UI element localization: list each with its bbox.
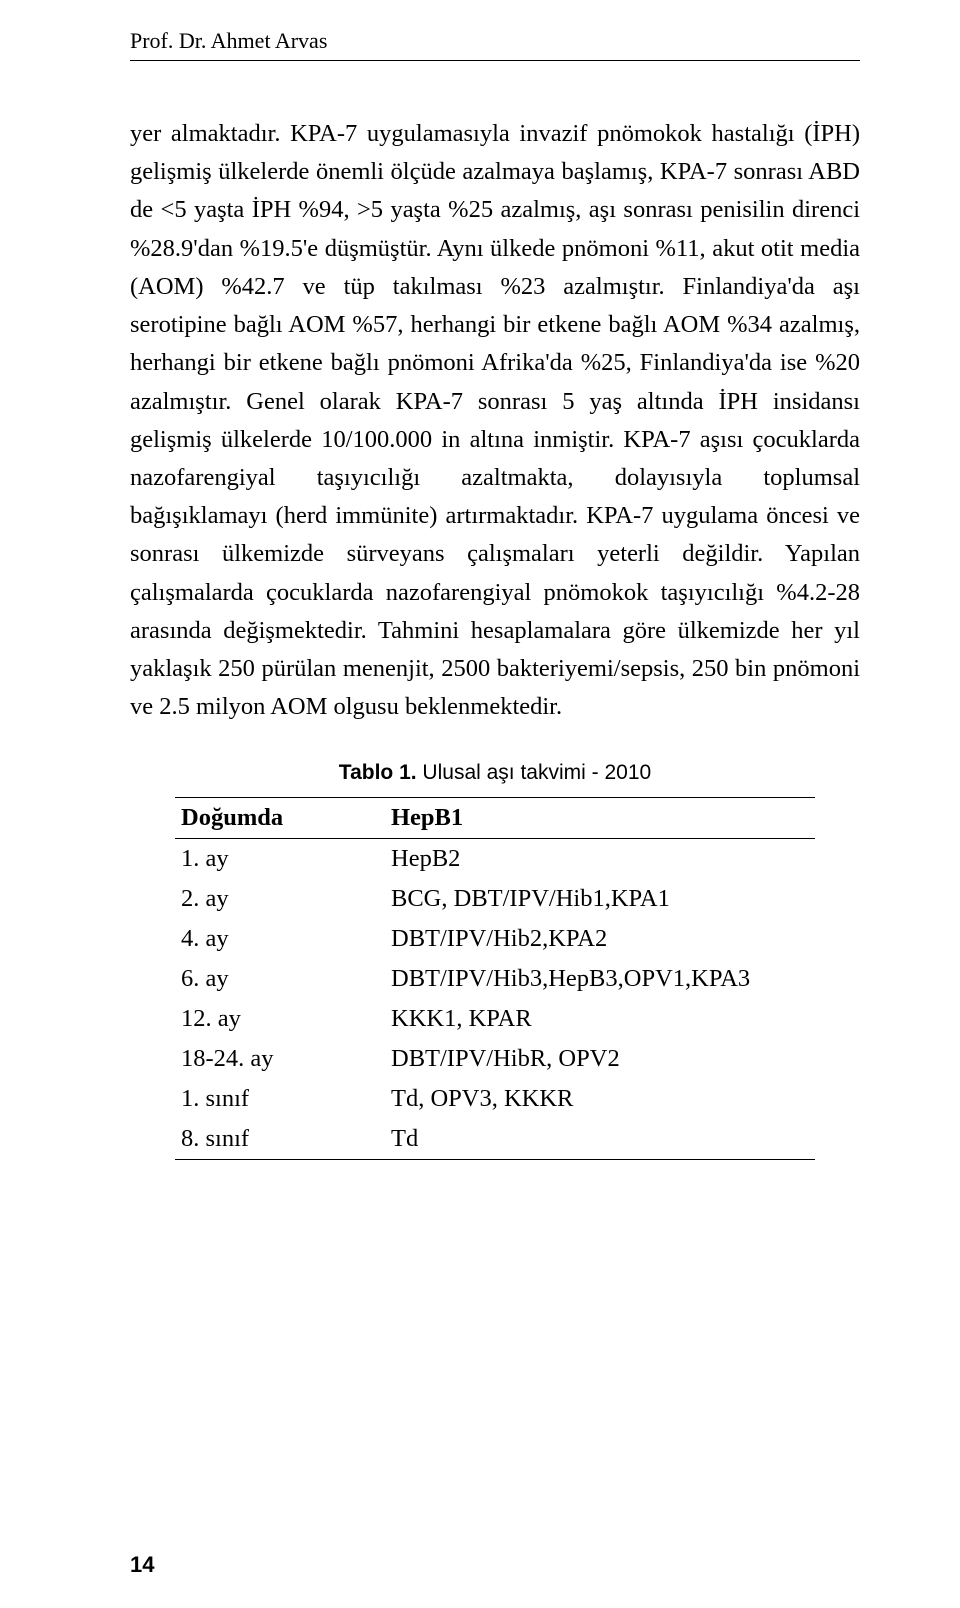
table-caption-text: Ulusal aşı takvimi - 2010: [417, 761, 652, 784]
table-cell-vaccine: DBT/IPV/HibR, OPV2: [385, 1039, 815, 1079]
table-caption-label: Tablo 1.: [339, 761, 417, 784]
table-cell-time: 1. ay: [175, 838, 385, 879]
table-row: 4. ayDBT/IPV/Hib2,KPA2: [175, 919, 815, 959]
body-paragraph: yer almaktadır. KPA-7 uygulamasıyla inva…: [130, 115, 860, 727]
table-cell-vaccine: DBT/IPV/Hib3,HepB3,OPV1,KPA3: [385, 959, 815, 999]
table-row: 2. ayBCG, DBT/IPV/Hib1,KPA1: [175, 879, 815, 919]
table-row: 12. ayKKK1, KPAR: [175, 999, 815, 1039]
table-header-col1: Doğumda: [175, 797, 385, 838]
page-number: 14: [130, 1552, 154, 1578]
table-cell-time: 1. sınıf: [175, 1079, 385, 1119]
table-row: 18-24. ayDBT/IPV/HibR, OPV2: [175, 1039, 815, 1079]
table-cell-vaccine: DBT/IPV/Hib2,KPA2: [385, 919, 815, 959]
table-wrap: Tablo 1. Ulusal aşı takvimi - 2010 Doğum…: [130, 761, 860, 1160]
table-cell-vaccine: Td: [385, 1119, 815, 1160]
table-cell-time: 6. ay: [175, 959, 385, 999]
table-cell-time: 12. ay: [175, 999, 385, 1039]
table-cell-vaccine: KKK1, KPAR: [385, 999, 815, 1039]
table-row: 1. ayHepB2: [175, 838, 815, 879]
table-cell-time: 18-24. ay: [175, 1039, 385, 1079]
table-row: 6. ayDBT/IPV/Hib3,HepB3,OPV1,KPA3: [175, 959, 815, 999]
vaccine-table-body: 1. ayHepB22. ayBCG, DBT/IPV/Hib1,KPA14. …: [175, 838, 815, 1159]
table-row: 8. sınıfTd: [175, 1119, 815, 1160]
table-cell-vaccine: Td, OPV3, KKKR: [385, 1079, 815, 1119]
table-cell-vaccine: HepB2: [385, 838, 815, 879]
page: Prof. Dr. Ahmet Arvas yer almaktadır. KP…: [0, 0, 960, 1608]
table-cell-time: 8. sınıf: [175, 1119, 385, 1160]
table-cell-vaccine: BCG, DBT/IPV/Hib1,KPA1: [385, 879, 815, 919]
vaccine-schedule-table: Doğumda HepB1 1. ayHepB22. ayBCG, DBT/IP…: [175, 797, 815, 1160]
author-header: Prof. Dr. Ahmet Arvas: [130, 28, 860, 61]
table-cell-time: 4. ay: [175, 919, 385, 959]
table-caption: Tablo 1. Ulusal aşı takvimi - 2010: [339, 761, 651, 785]
table-cell-time: 2. ay: [175, 879, 385, 919]
table-row: 1. sınıfTd, OPV3, KKKR: [175, 1079, 815, 1119]
table-header-col2: HepB1: [385, 797, 815, 838]
table-header-row: Doğumda HepB1: [175, 797, 815, 838]
